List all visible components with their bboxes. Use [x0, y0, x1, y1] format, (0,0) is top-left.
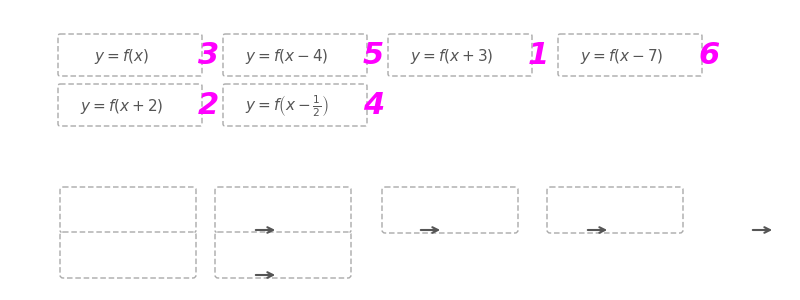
FancyBboxPatch shape [215, 187, 351, 233]
FancyBboxPatch shape [215, 232, 351, 278]
FancyBboxPatch shape [547, 187, 683, 233]
FancyBboxPatch shape [223, 84, 367, 126]
Text: 2: 2 [198, 91, 219, 120]
Text: 6: 6 [698, 41, 719, 70]
Text: 5: 5 [363, 41, 384, 70]
FancyBboxPatch shape [382, 187, 518, 233]
FancyBboxPatch shape [388, 34, 532, 76]
Text: 4: 4 [363, 91, 384, 120]
Text: $y = f(x - 7)$: $y = f(x - 7)$ [580, 46, 664, 65]
FancyBboxPatch shape [58, 84, 202, 126]
FancyBboxPatch shape [223, 34, 367, 76]
FancyBboxPatch shape [558, 34, 702, 76]
FancyBboxPatch shape [60, 232, 196, 278]
Text: $y = f\left(x - \frac{1}{2}\right)$: $y = f\left(x - \frac{1}{2}\right)$ [245, 93, 329, 119]
Text: $y = f(x - 4)$: $y = f(x - 4)$ [246, 46, 329, 65]
Text: $y = f(x)$: $y = f(x)$ [94, 46, 150, 65]
FancyBboxPatch shape [60, 187, 196, 233]
Text: $y = f(x + 2)$: $y = f(x + 2)$ [80, 97, 164, 116]
Text: $y = f(x + 3)$: $y = f(x + 3)$ [410, 46, 494, 65]
Text: 1: 1 [528, 41, 550, 70]
FancyBboxPatch shape [58, 34, 202, 76]
Text: 3: 3 [198, 41, 219, 70]
